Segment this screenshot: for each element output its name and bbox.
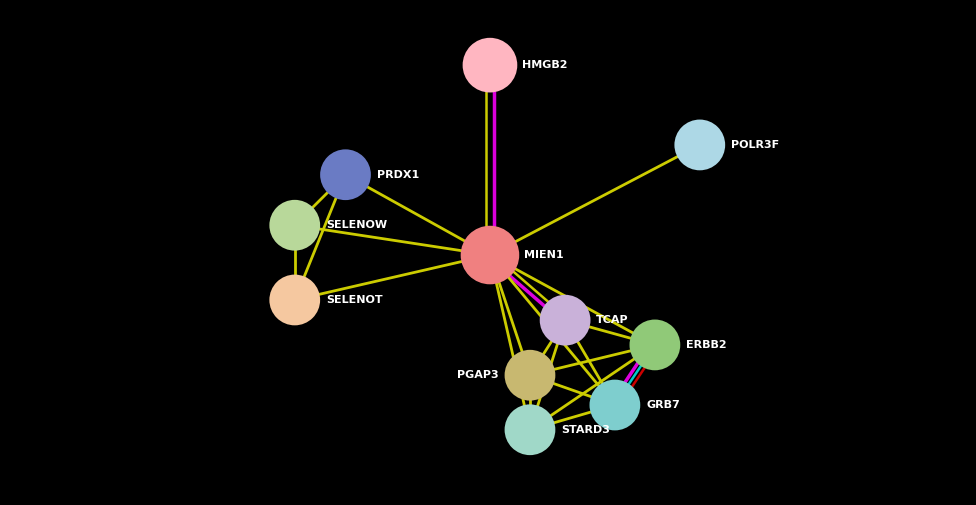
Circle shape bbox=[320, 149, 371, 200]
Text: TCAP: TCAP bbox=[596, 315, 629, 325]
Text: SELENOW: SELENOW bbox=[326, 220, 387, 230]
Circle shape bbox=[463, 38, 517, 92]
Text: MIEN1: MIEN1 bbox=[524, 250, 564, 260]
Text: GRB7: GRB7 bbox=[646, 400, 680, 410]
Text: PRDX1: PRDX1 bbox=[377, 170, 419, 180]
Circle shape bbox=[269, 275, 320, 325]
Text: ERBB2: ERBB2 bbox=[686, 340, 727, 350]
Text: SELENOT: SELENOT bbox=[326, 295, 383, 305]
Circle shape bbox=[674, 120, 725, 170]
Circle shape bbox=[505, 350, 555, 400]
Circle shape bbox=[461, 226, 519, 284]
Text: PGAP3: PGAP3 bbox=[457, 370, 499, 380]
Circle shape bbox=[269, 200, 320, 250]
Text: POLR3F: POLR3F bbox=[731, 140, 779, 150]
Text: STARD3: STARD3 bbox=[561, 425, 610, 435]
Text: HMGB2: HMGB2 bbox=[522, 60, 568, 70]
Circle shape bbox=[505, 405, 555, 455]
Circle shape bbox=[630, 320, 680, 370]
Circle shape bbox=[590, 380, 640, 430]
Circle shape bbox=[540, 295, 590, 345]
